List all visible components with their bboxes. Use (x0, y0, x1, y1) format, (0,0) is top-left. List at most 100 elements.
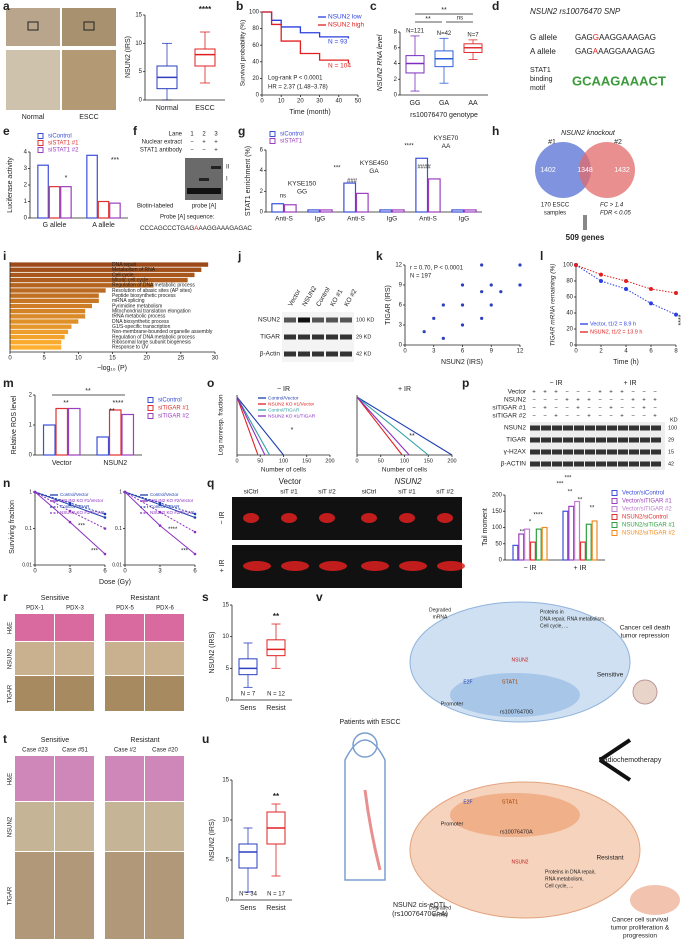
tissue-image (55, 676, 94, 711)
label: 509 genes (566, 233, 605, 242)
blot-band (541, 449, 551, 455)
label: mRNA (433, 614, 448, 620)
x-tick-label: 150 (424, 458, 433, 464)
label: IgG (459, 216, 469, 223)
point (193, 516, 197, 519)
legend-label: siSTAT1 #2 (48, 148, 79, 154)
label: N=121 (406, 29, 425, 35)
label: * (291, 427, 294, 434)
x-tick-label: 0 (8, 356, 12, 362)
legend-swatch (611, 498, 618, 504)
label: Number of cells (382, 467, 428, 474)
fit-line (236, 396, 284, 456)
x-tick-label: 200 (447, 458, 456, 464)
y-tick-label: 4 (394, 61, 398, 67)
point (599, 279, 603, 283)
blot-band (596, 461, 606, 467)
legend-label: NSUN2 KO #2/TIGAR (150, 510, 195, 515)
label: Sens (240, 905, 256, 912)
label: + (609, 390, 613, 396)
point (599, 272, 603, 277)
y-tick-label: 0.01 (22, 562, 32, 568)
bar (37, 164, 49, 219)
y-tick-label: 15 (222, 778, 229, 784)
point (460, 323, 465, 327)
label: siCtrl (244, 489, 259, 496)
legend-label: NSUN2/siTIGAR #1 (622, 523, 676, 529)
label: ** (273, 612, 280, 621)
label: − (587, 406, 591, 412)
label: Luciferase activity (7, 157, 14, 213)
bar (591, 520, 598, 561)
blot-band (618, 449, 628, 455)
label: GA (369, 168, 379, 175)
person (344, 739, 386, 881)
blot-band (312, 351, 324, 357)
y-tick-label: 10 (222, 818, 229, 824)
label: 3 (214, 132, 218, 138)
bar (96, 436, 110, 456)
label: − IR (219, 511, 226, 524)
legend-swatch (147, 413, 154, 419)
blot-band (563, 437, 573, 443)
blot-band (618, 437, 628, 443)
tissue-image (15, 802, 54, 851)
label: rs10076470 genotype (410, 112, 478, 119)
blot-band (298, 317, 310, 323)
fit-line (356, 396, 403, 456)
label: − (642, 414, 646, 420)
label: Cancer cell survival (612, 917, 669, 924)
label: *** (181, 549, 189, 555)
bar (10, 272, 195, 278)
legend-label: Control/Vector (60, 492, 89, 497)
blot-band (585, 437, 595, 443)
category-label: Pyrimidine metabolism (112, 303, 162, 309)
tissue-image (15, 852, 54, 939)
panel-letter: p (462, 376, 469, 390)
category-label: Regulation of DNA metabolic process (112, 283, 195, 289)
label: + (214, 148, 218, 154)
sequence-part: AAGGAAAGAG (598, 47, 655, 56)
label: Degraded (429, 607, 451, 613)
tissue-image (105, 642, 144, 675)
point (574, 263, 578, 267)
label: STAT1 (530, 67, 551, 74)
comet-image (232, 497, 462, 540)
label: − (565, 390, 569, 396)
label: Sensitive (597, 672, 624, 679)
x-tick-label: 100 (400, 458, 409, 464)
label: NSUN2 (IRS) (209, 819, 216, 861)
label: NSUN2 rs10076470 SNP (530, 7, 621, 16)
bar (585, 523, 592, 561)
stain-label: H&E (8, 622, 14, 634)
label: + IR (398, 386, 411, 393)
label: progression (623, 933, 657, 940)
blot-band (541, 461, 551, 467)
label: STAT1 enrichment (%) (245, 146, 252, 216)
panel-letter: k (376, 249, 383, 263)
tissue-image (105, 852, 144, 939)
group-label: Resistant (130, 595, 159, 602)
label: N = 104 (328, 63, 351, 70)
bar (121, 413, 135, 456)
bar (415, 157, 429, 213)
sample-label: PDX-6 (156, 606, 174, 612)
label: GG (297, 188, 307, 195)
category-label: Non-membrane-bounded organelle assembly (112, 329, 213, 335)
legend-label: siControl (48, 134, 72, 140)
x-tick-label: 0 (574, 349, 578, 355)
category-label: Resolution of abasic sites (AP sites) (112, 288, 192, 294)
label: − (554, 406, 558, 412)
x-tick-label: 2 (599, 349, 603, 355)
blot-band (312, 334, 324, 340)
label: Number of cells (261, 467, 307, 474)
blot-band (596, 437, 606, 443)
blot-band (326, 351, 338, 357)
y-tick-label: 0 (226, 898, 230, 904)
legend-label: siControl (158, 398, 182, 404)
sequence-part: G (593, 33, 599, 42)
y-tick-label: 0 (399, 343, 403, 349)
y-tick-label: 200 (492, 493, 503, 499)
blot-band (596, 449, 606, 455)
point (489, 303, 493, 307)
